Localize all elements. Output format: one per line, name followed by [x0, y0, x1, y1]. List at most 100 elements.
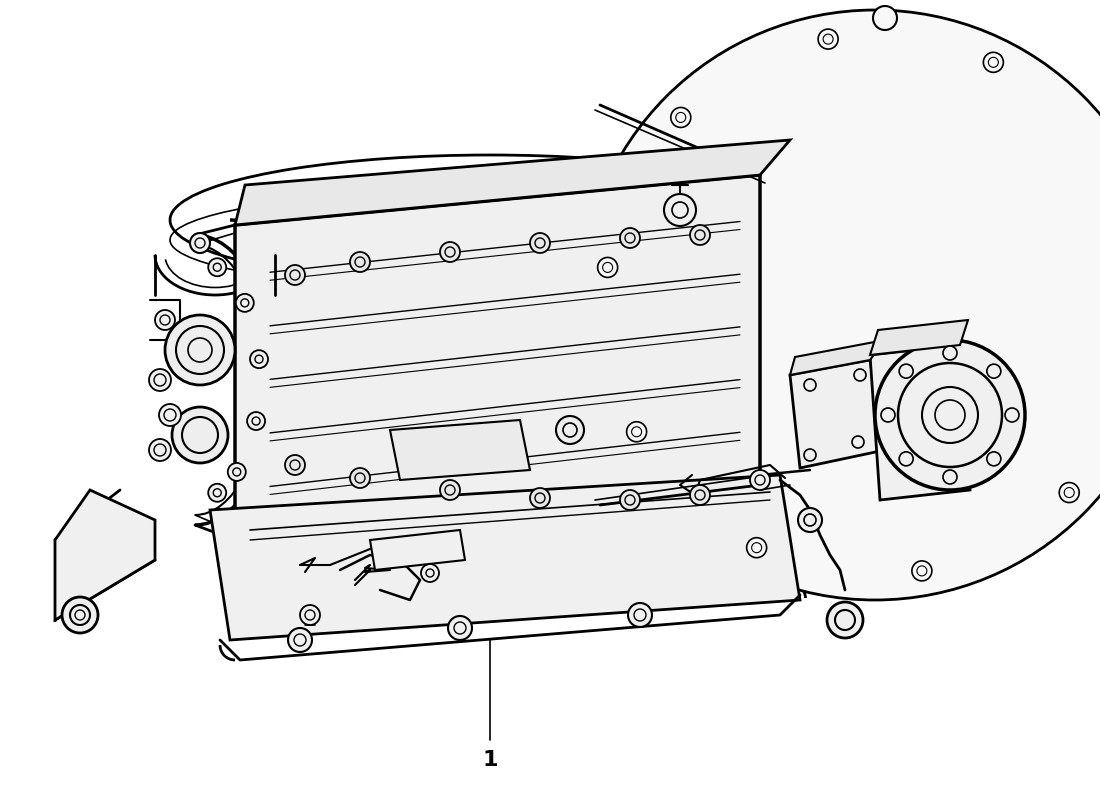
Circle shape: [148, 439, 170, 461]
Circle shape: [899, 364, 913, 378]
Circle shape: [804, 379, 816, 391]
Circle shape: [446, 485, 455, 495]
Circle shape: [580, 10, 1100, 600]
Polygon shape: [210, 475, 800, 640]
Circle shape: [823, 34, 833, 44]
Circle shape: [804, 514, 816, 526]
Circle shape: [854, 369, 866, 381]
Circle shape: [195, 238, 205, 248]
Circle shape: [446, 247, 455, 257]
Circle shape: [70, 605, 90, 625]
Circle shape: [983, 52, 1003, 72]
Circle shape: [690, 485, 710, 505]
Circle shape: [213, 489, 221, 497]
Circle shape: [935, 400, 965, 430]
Circle shape: [535, 493, 544, 503]
Circle shape: [426, 569, 434, 577]
Circle shape: [827, 602, 864, 638]
Circle shape: [695, 230, 705, 240]
Circle shape: [160, 315, 170, 325]
Circle shape: [556, 416, 584, 444]
Polygon shape: [55, 490, 155, 620]
Circle shape: [625, 495, 635, 505]
Circle shape: [300, 605, 320, 625]
Circle shape: [695, 490, 705, 500]
Circle shape: [631, 426, 641, 437]
Circle shape: [943, 346, 957, 360]
Circle shape: [290, 460, 300, 470]
Circle shape: [1059, 482, 1079, 502]
Circle shape: [440, 242, 460, 262]
Circle shape: [671, 107, 691, 127]
Circle shape: [530, 488, 550, 508]
Circle shape: [1005, 408, 1019, 422]
Circle shape: [355, 473, 365, 483]
Circle shape: [355, 257, 365, 267]
Circle shape: [672, 202, 688, 218]
Circle shape: [912, 561, 932, 581]
Circle shape: [255, 355, 263, 363]
Polygon shape: [370, 530, 465, 570]
Circle shape: [250, 350, 268, 368]
Polygon shape: [790, 360, 886, 468]
Circle shape: [750, 470, 770, 490]
Circle shape: [943, 470, 957, 484]
Circle shape: [917, 566, 927, 576]
Circle shape: [448, 616, 472, 640]
Circle shape: [285, 265, 305, 285]
Circle shape: [620, 490, 640, 510]
Polygon shape: [235, 140, 790, 225]
Circle shape: [603, 262, 613, 273]
Text: since1985: since1985: [727, 298, 933, 402]
Polygon shape: [790, 340, 886, 375]
Circle shape: [798, 508, 822, 532]
Circle shape: [285, 455, 305, 475]
Circle shape: [190, 233, 210, 253]
Circle shape: [182, 417, 218, 453]
Circle shape: [835, 610, 855, 630]
Circle shape: [252, 417, 260, 425]
Circle shape: [228, 463, 245, 481]
Circle shape: [989, 58, 999, 67]
Text: PS: PS: [679, 132, 961, 368]
Polygon shape: [390, 420, 530, 480]
Circle shape: [874, 340, 1025, 490]
Circle shape: [818, 29, 838, 49]
Circle shape: [172, 407, 228, 463]
Circle shape: [208, 258, 227, 276]
Circle shape: [634, 609, 646, 621]
Circle shape: [75, 610, 85, 620]
Circle shape: [160, 404, 182, 426]
Circle shape: [620, 228, 640, 248]
Circle shape: [188, 338, 212, 362]
Circle shape: [881, 408, 895, 422]
Circle shape: [213, 263, 221, 271]
Circle shape: [176, 326, 224, 374]
Circle shape: [154, 444, 166, 456]
Circle shape: [530, 233, 550, 253]
Circle shape: [165, 315, 235, 385]
Circle shape: [755, 475, 764, 485]
Circle shape: [563, 423, 578, 437]
Circle shape: [627, 422, 647, 442]
Circle shape: [899, 452, 913, 466]
Polygon shape: [870, 345, 970, 500]
Circle shape: [164, 409, 176, 421]
Circle shape: [62, 597, 98, 633]
Circle shape: [148, 369, 170, 391]
Circle shape: [305, 610, 315, 620]
Circle shape: [248, 412, 265, 430]
Circle shape: [898, 363, 1002, 467]
Circle shape: [1064, 487, 1075, 498]
Circle shape: [208, 484, 227, 502]
Circle shape: [350, 252, 370, 272]
Circle shape: [233, 468, 241, 476]
Circle shape: [154, 374, 166, 386]
Text: 1: 1: [482, 750, 497, 770]
Polygon shape: [870, 320, 968, 355]
Circle shape: [155, 310, 175, 330]
Circle shape: [873, 6, 896, 30]
Circle shape: [675, 113, 685, 122]
Circle shape: [625, 233, 635, 243]
Circle shape: [288, 628, 312, 652]
